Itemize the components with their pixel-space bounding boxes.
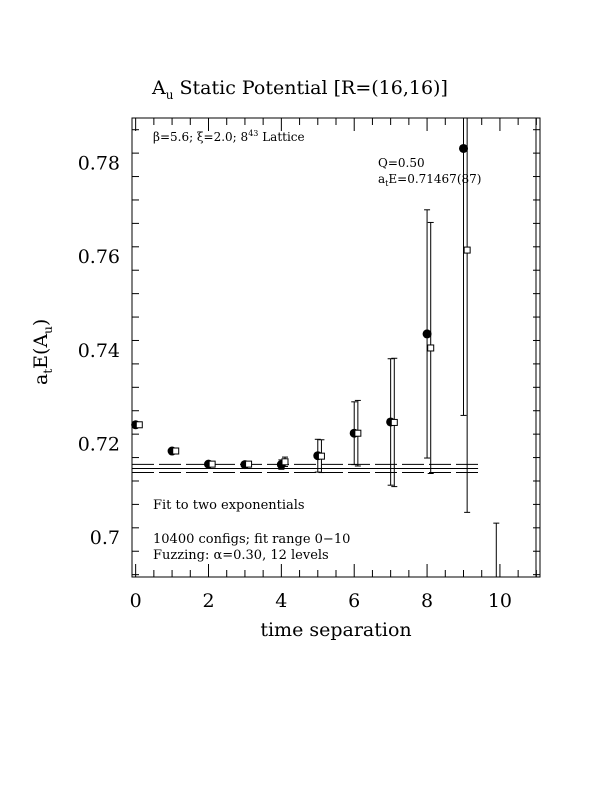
fuzzing-annotation: Fuzzing: α=0.30, 12 levels <box>153 548 329 563</box>
y-tick-label: 0.72 <box>78 434 120 456</box>
data-point-circle <box>459 143 468 153</box>
data-point-square <box>208 460 216 468</box>
data-point-square <box>317 452 325 460</box>
data-point-square <box>463 246 471 254</box>
x-tick-label: 6 <box>348 590 360 612</box>
y-tick-labels: 0.7 0.72 0.74 0.76 0.78 <box>78 152 120 549</box>
lattice-annotation: β=5.6; ξ=2.0; 843 Lattice <box>153 129 305 144</box>
data-point-square <box>245 460 253 468</box>
x-tick-labels: 0 2 4 6 8 10 <box>130 590 512 612</box>
energy-annotation: atE=0.71467(87) <box>378 172 481 188</box>
x-tick-label: 8 <box>421 590 433 612</box>
configs-annotation: 10400 configs; fit range 0−10 <box>153 532 350 547</box>
fit-annotation: Fit to two exponentials <box>153 498 305 513</box>
x-tick-label: 10 <box>488 590 512 612</box>
axis-ticks <box>132 118 540 577</box>
data-point-square <box>354 429 362 437</box>
data-point-square <box>281 458 289 466</box>
y-tick-label: 0.74 <box>78 340 120 362</box>
x-axis-label: time separation <box>260 619 411 641</box>
data-point-square <box>135 421 143 429</box>
x-tick-label: 4 <box>275 590 287 612</box>
y-tick-label: 0.7 <box>90 527 120 549</box>
chart-title: Au Static Potential [R=(16,16)] <box>151 77 448 102</box>
data-point-circle <box>422 329 432 339</box>
y-tick-label: 0.76 <box>78 246 120 268</box>
data-point-square <box>172 447 180 455</box>
x-tick-label: 0 <box>130 590 142 612</box>
data-point-square <box>390 418 398 426</box>
y-axis-label: atE(Au) <box>30 319 55 385</box>
fit-lines <box>132 463 479 474</box>
y-tick-label: 0.78 <box>78 152 120 174</box>
data-points <box>131 118 500 577</box>
x-tick-label: 2 <box>202 590 214 612</box>
data-point-square <box>427 344 435 352</box>
q-annotation: Q=0.50 <box>378 156 425 170</box>
